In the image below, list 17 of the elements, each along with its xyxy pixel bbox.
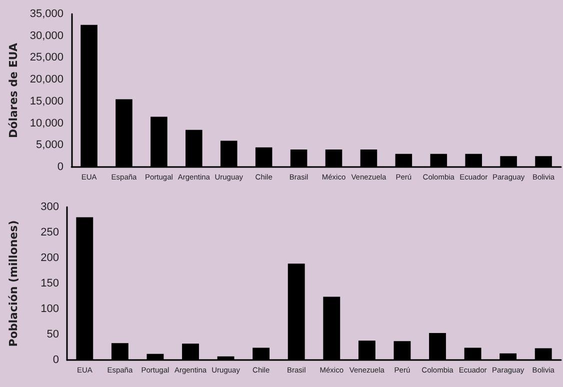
y-tick-label: 20,000: [30, 74, 64, 86]
y-tick-label: 50: [46, 328, 59, 340]
y-tick-label: 0: [57, 161, 64, 173]
y-tick-label: 5,000: [36, 139, 64, 152]
y-tick-label: 30,000: [30, 30, 64, 42]
y-tick-label: 35,000: [30, 8, 64, 20]
y-tick-label: 250: [40, 226, 59, 238]
y-tick-label: 200: [40, 252, 59, 264]
y-axis-title: Población (millones): [7, 220, 20, 347]
y-tick-label: 300: [40, 201, 59, 213]
y-axis-title: Dólares de EUA: [7, 42, 20, 138]
y-tick-label: 25,000: [30, 52, 64, 64]
y-tick-label: 0: [52, 354, 59, 366]
y-tick-label: 100: [40, 303, 59, 315]
y-tick-label: 150: [40, 278, 59, 290]
y-tick-label: 10,000: [30, 117, 64, 130]
y-tick-label: 15,000: [30, 95, 64, 108]
